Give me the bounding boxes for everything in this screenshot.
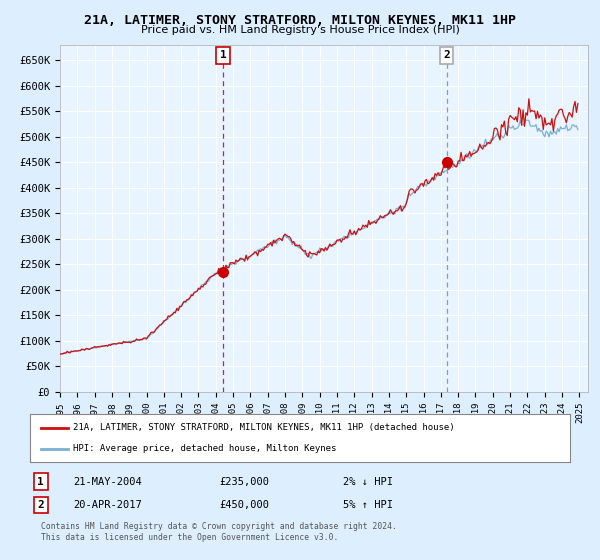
Text: 21A, LATIMER, STONY STRATFORD, MILTON KEYNES, MK11 1HP (detached house): 21A, LATIMER, STONY STRATFORD, MILTON KE… [73, 423, 455, 432]
Text: 2% ↓ HPI: 2% ↓ HPI [343, 477, 393, 487]
Text: This data is licensed under the Open Government Licence v3.0.: This data is licensed under the Open Gov… [41, 533, 338, 542]
Text: 1: 1 [220, 50, 226, 60]
Text: 21A, LATIMER, STONY STRATFORD, MILTON KEYNES, MK11 1HP: 21A, LATIMER, STONY STRATFORD, MILTON KE… [84, 14, 516, 27]
Text: HPI: Average price, detached house, Milton Keynes: HPI: Average price, detached house, Milt… [73, 444, 337, 453]
Text: 2: 2 [37, 500, 44, 510]
Text: Contains HM Land Registry data © Crown copyright and database right 2024.: Contains HM Land Registry data © Crown c… [41, 522, 397, 531]
Text: 21-MAY-2004: 21-MAY-2004 [73, 477, 142, 487]
Text: Price paid vs. HM Land Registry's House Price Index (HPI): Price paid vs. HM Land Registry's House … [140, 25, 460, 35]
Text: £450,000: £450,000 [219, 500, 269, 510]
Text: 2: 2 [443, 50, 450, 60]
Text: 5% ↑ HPI: 5% ↑ HPI [343, 500, 393, 510]
Text: 1: 1 [37, 477, 44, 487]
Text: £235,000: £235,000 [219, 477, 269, 487]
Text: 20-APR-2017: 20-APR-2017 [73, 500, 142, 510]
